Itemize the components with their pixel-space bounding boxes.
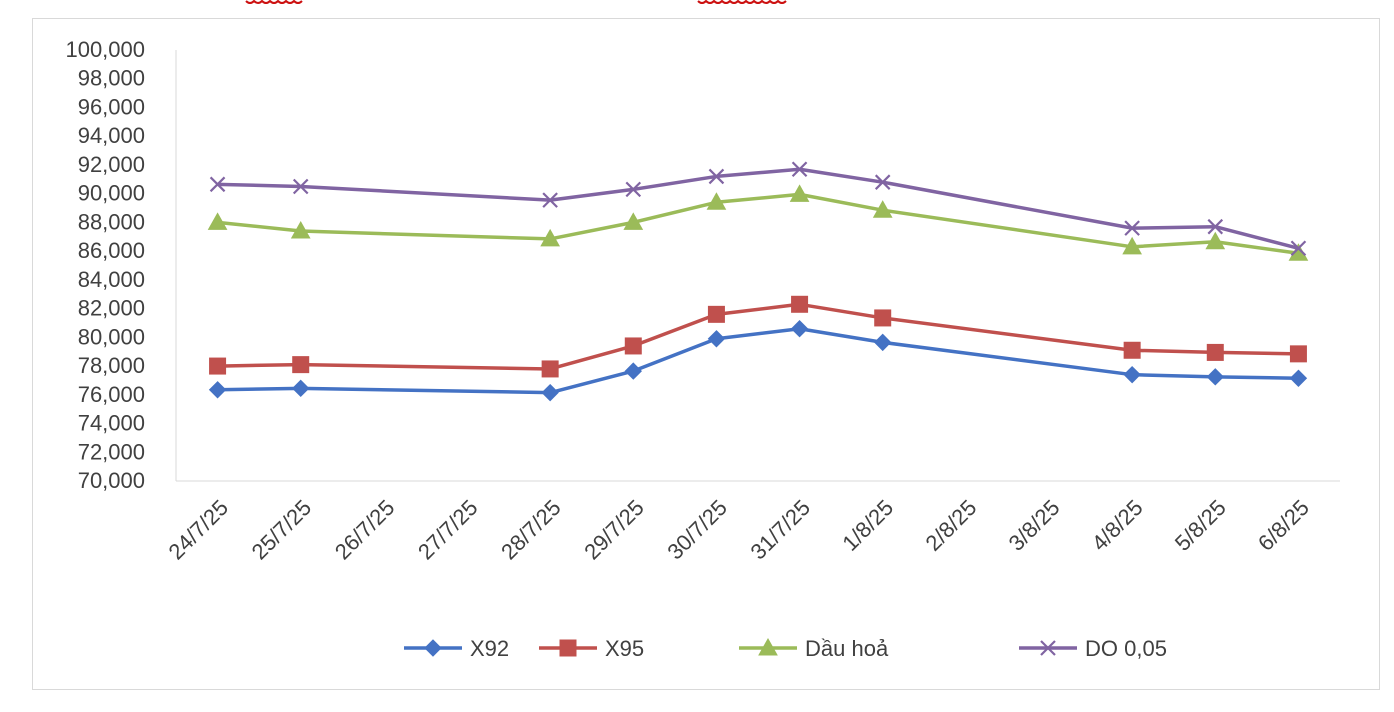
y-tick-label: 98,000 <box>78 66 145 91</box>
x-tick-label: 3/8/25 <box>1004 495 1065 556</box>
legend-item: X92 <box>404 636 509 661</box>
data-point <box>541 383 559 402</box>
data-point <box>292 178 309 195</box>
series-x95 <box>209 295 1307 378</box>
top-clipped-marks <box>245 0 787 4</box>
x-tick-label: 28/7/25 <box>496 495 566 565</box>
data-point <box>625 181 642 198</box>
y-tick-label: 92,000 <box>78 152 145 177</box>
series-line <box>217 192 1299 256</box>
x-tick-label: 30/7/25 <box>662 495 732 565</box>
data-point <box>541 360 559 378</box>
legend-item: DO 0,05 <box>1019 636 1167 661</box>
x-tick-label: 5/8/25 <box>1170 495 1231 556</box>
data-point <box>790 320 809 338</box>
data-point <box>707 330 726 348</box>
data-point <box>1289 345 1307 363</box>
y-tick-label: 78,000 <box>78 353 145 378</box>
data-point <box>290 221 311 239</box>
x-tick-label: 29/7/25 <box>579 495 649 565</box>
series-d-u-ho- <box>207 184 1309 261</box>
y-tick-label: 82,000 <box>78 296 145 321</box>
series-line <box>217 167 1299 250</box>
y-tick-label: 76,000 <box>78 382 145 407</box>
data-point <box>209 176 226 193</box>
data-point <box>707 305 725 323</box>
legend-label: X95 <box>605 636 644 661</box>
legend-marker <box>559 639 577 657</box>
data-point <box>209 357 227 375</box>
data-point <box>1205 231 1226 250</box>
data-point <box>708 168 725 185</box>
data-point <box>1123 365 1141 384</box>
x-tick-label: 2/8/25 <box>920 495 981 556</box>
legend-label: Dầu hoả <box>805 636 889 661</box>
data-point <box>706 192 727 210</box>
y-axis: 70,000 72,000 74,000 76,000 78,000 80,000 82,0… <box>65 37 177 493</box>
data-point <box>874 309 892 327</box>
data-point <box>789 184 810 202</box>
x-tick-label: 25/7/25 <box>247 495 317 565</box>
series-do-0-05 <box>209 161 1307 257</box>
data-point <box>540 228 560 247</box>
series-x92 <box>208 320 1308 402</box>
y-tick-label: 86,000 <box>78 238 145 263</box>
x-tick-label: 27/7/25 <box>413 495 483 565</box>
x-tick-label: 26/7/25 <box>330 495 400 565</box>
x-tick-label: 6/8/25 <box>1253 495 1314 556</box>
series-line <box>217 302 1299 371</box>
data-point <box>1289 369 1308 387</box>
legend-marker <box>424 639 442 657</box>
clipped-red-mark-left <box>245 0 303 4</box>
clipped-red-mark-right <box>697 0 787 4</box>
data-point <box>1122 236 1142 255</box>
data-point <box>208 381 227 399</box>
data-point <box>207 212 228 230</box>
data-point <box>624 362 642 380</box>
data-point <box>791 161 808 178</box>
y-tick-label: 74,000 <box>78 411 145 436</box>
legend-item: Dầu hoả <box>739 636 889 661</box>
series-layer <box>207 161 1309 402</box>
y-tick-label: 70,000 <box>78 468 145 493</box>
data-point <box>1206 343 1224 361</box>
data-point <box>1124 220 1140 236</box>
data-point <box>874 174 891 190</box>
chart-area <box>32 18 1380 690</box>
y-tick-label: 90,000 <box>78 181 145 206</box>
y-tick-label: 88,000 <box>78 209 145 234</box>
legend-label: X92 <box>470 636 509 661</box>
data-point <box>1123 341 1141 359</box>
legend-marker <box>758 637 778 656</box>
legend-label: DO 0,05 <box>1085 636 1167 661</box>
x-axis: 24/7/25 25/7/25 26/7/25 27/7/25 28/7/25 29/7/… <box>164 480 1340 565</box>
data-point <box>542 192 558 208</box>
data-point <box>624 337 642 355</box>
y-tick-label: 100,000 <box>65 37 145 62</box>
data-point <box>874 333 892 352</box>
data-point <box>791 295 809 313</box>
x-tick-label: 24/7/25 <box>164 495 234 565</box>
y-tick-label: 80,000 <box>78 324 145 349</box>
data-point <box>872 200 893 218</box>
data-point <box>623 212 644 230</box>
data-point <box>1206 368 1224 386</box>
data-point <box>292 356 310 374</box>
data-point <box>292 379 310 398</box>
y-tick-label: 94,000 <box>78 123 145 148</box>
legend-item: X95 <box>539 636 644 661</box>
x-tick-label: 1/8/25 <box>837 495 898 556</box>
data-point <box>1290 240 1307 257</box>
legend: X92 X95 Dầu hoả DO 0,05 <box>404 636 1167 661</box>
x-tick-label: 4/8/25 <box>1087 495 1148 556</box>
y-tick-label: 84,000 <box>78 267 145 292</box>
x-tick-label: 31/7/25 <box>746 495 816 565</box>
series-line <box>217 326 1299 395</box>
legend-marker <box>1040 640 1056 656</box>
y-tick-label: 96,000 <box>78 94 145 119</box>
y-tick-label: 72,000 <box>78 439 145 464</box>
data-point <box>1207 218 1224 235</box>
